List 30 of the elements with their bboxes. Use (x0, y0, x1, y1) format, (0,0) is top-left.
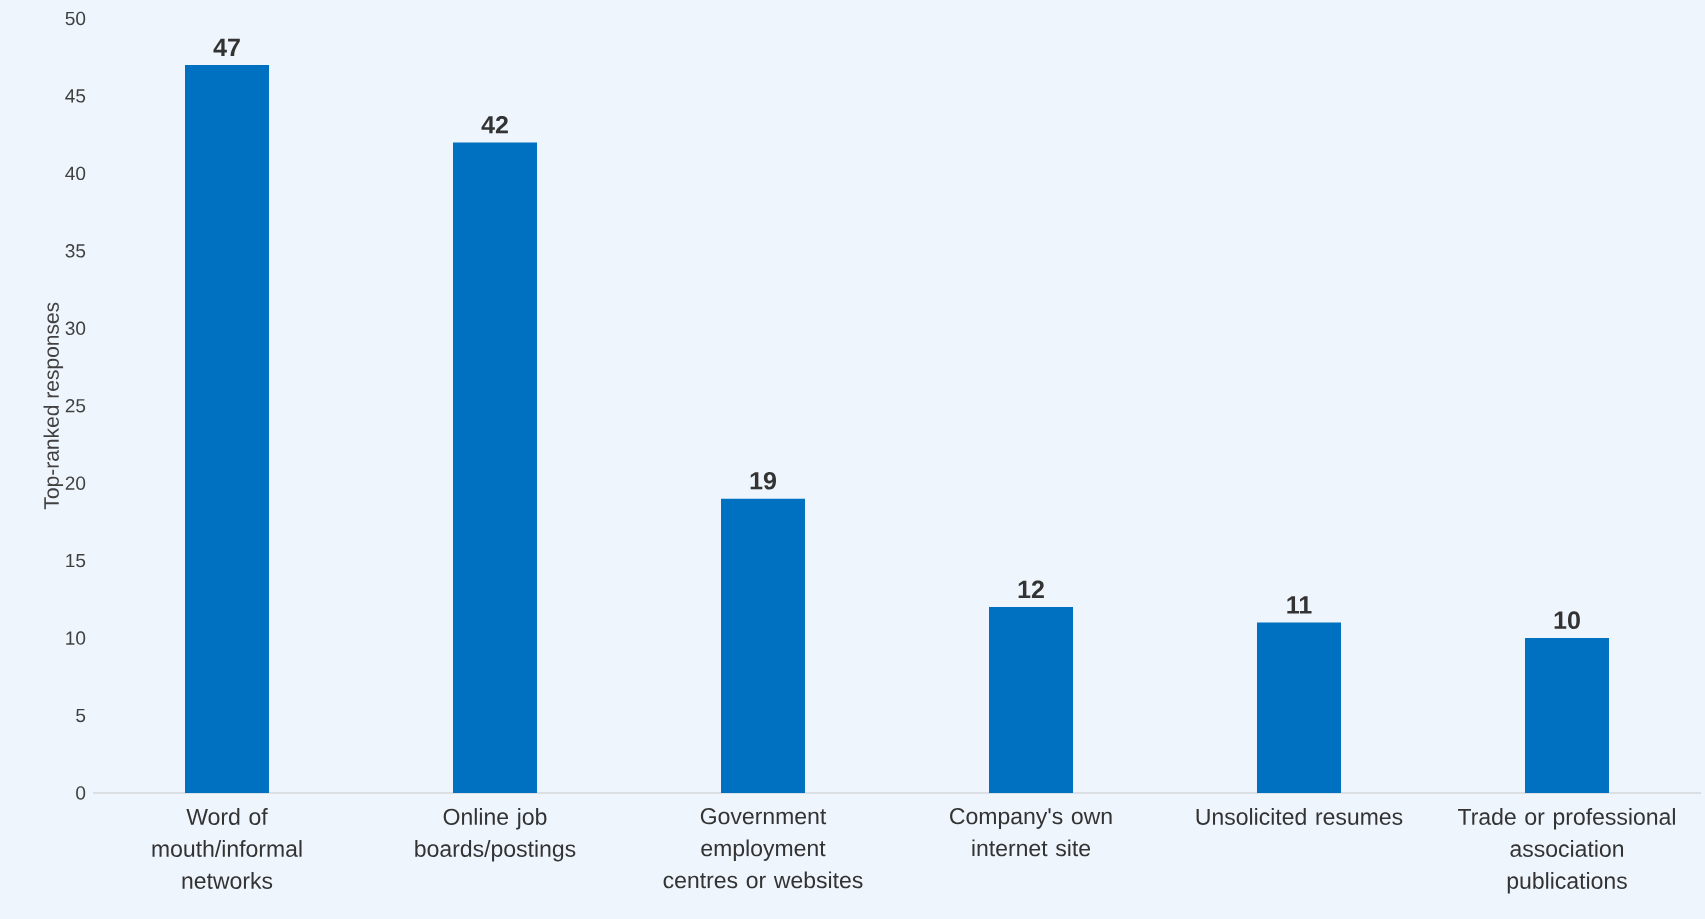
data-label: 10 (1554, 611, 1580, 630)
y-tick-label: 30 (65, 321, 86, 336)
data-label: 12 (1018, 580, 1044, 599)
x-tick-label: Company's own internet site (950, 808, 1112, 857)
data-label: 42 (481, 115, 508, 134)
data-label: 19 (750, 471, 776, 490)
x-tick-label: Online job boards/postings (415, 808, 576, 862)
y-tick-label: 25 (65, 399, 86, 413)
y-tick-label: 0 (76, 786, 86, 800)
y-axis-title: Top-ranked responses (43, 302, 64, 510)
bar (721, 498, 805, 793)
x-tick-label: Trade or professional association publications (1457, 808, 1675, 894)
bar (185, 64, 270, 793)
y-tick-label: 10 (66, 631, 86, 645)
y-tick-label: 20 (65, 476, 86, 490)
bar (989, 607, 1073, 793)
y-tick-label: 35 (65, 244, 86, 258)
y-tick-label: 15 (66, 554, 86, 568)
bar (1257, 622, 1341, 793)
x-tick-label: Word of mouth/informal networks (152, 808, 302, 889)
y-tick-label: 40 (65, 166, 86, 181)
y-tick-label: 50 (65, 11, 86, 26)
x-tick-label: Unsolicited resumes (1196, 808, 1403, 825)
x-tick-label: Government employment centres or websites (663, 808, 863, 889)
bar (1525, 638, 1609, 793)
bar (453, 142, 537, 793)
data-label: 47 (213, 38, 240, 56)
y-tick-label: 5 (76, 708, 86, 723)
data-label: 11 (1287, 596, 1312, 614)
y-tick-label: 45 (65, 89, 86, 103)
